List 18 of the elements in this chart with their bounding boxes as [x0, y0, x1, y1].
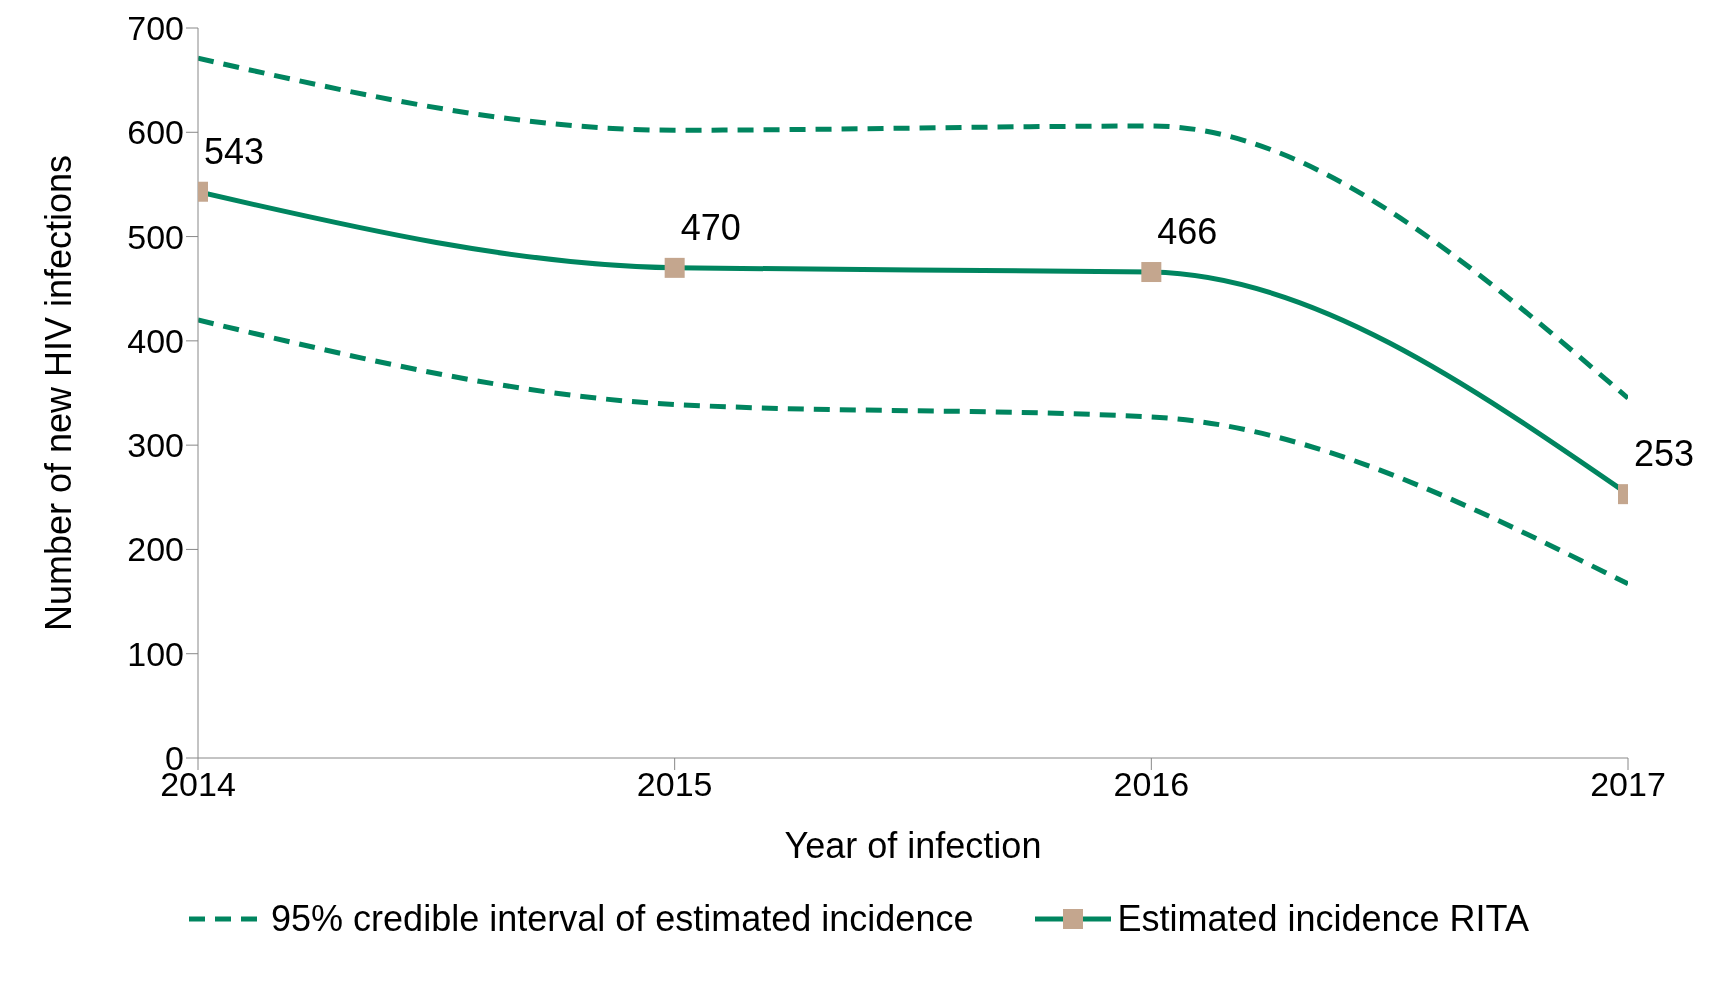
y-tick-label: 300	[127, 426, 184, 465]
y-tick-label: 100	[127, 634, 184, 673]
data-label: 543	[204, 130, 265, 172]
legend-label: 95% credible interval of estimated incidence	[271, 898, 974, 940]
y-tick-label: 500	[127, 217, 184, 256]
y-tick-label: 700	[127, 9, 184, 48]
data-label: 253	[1634, 433, 1695, 475]
x-axis-title: Year of infection	[784, 825, 1042, 866]
x-tick-label: 2015	[636, 765, 713, 804]
legend-label: Estimated incidence RITA	[1117, 898, 1529, 940]
data-label: 470	[680, 206, 741, 248]
y-tick-label: 400	[127, 321, 184, 360]
y-axis-title: Number of new HIV infections	[37, 154, 79, 632]
y-tick-label: 600	[127, 113, 184, 152]
x-tick-label: 2016	[1113, 765, 1190, 804]
x-tick-label: 2017	[1590, 765, 1666, 804]
y-tick-label: 200	[127, 530, 184, 569]
data-label: 466	[1157, 211, 1218, 253]
